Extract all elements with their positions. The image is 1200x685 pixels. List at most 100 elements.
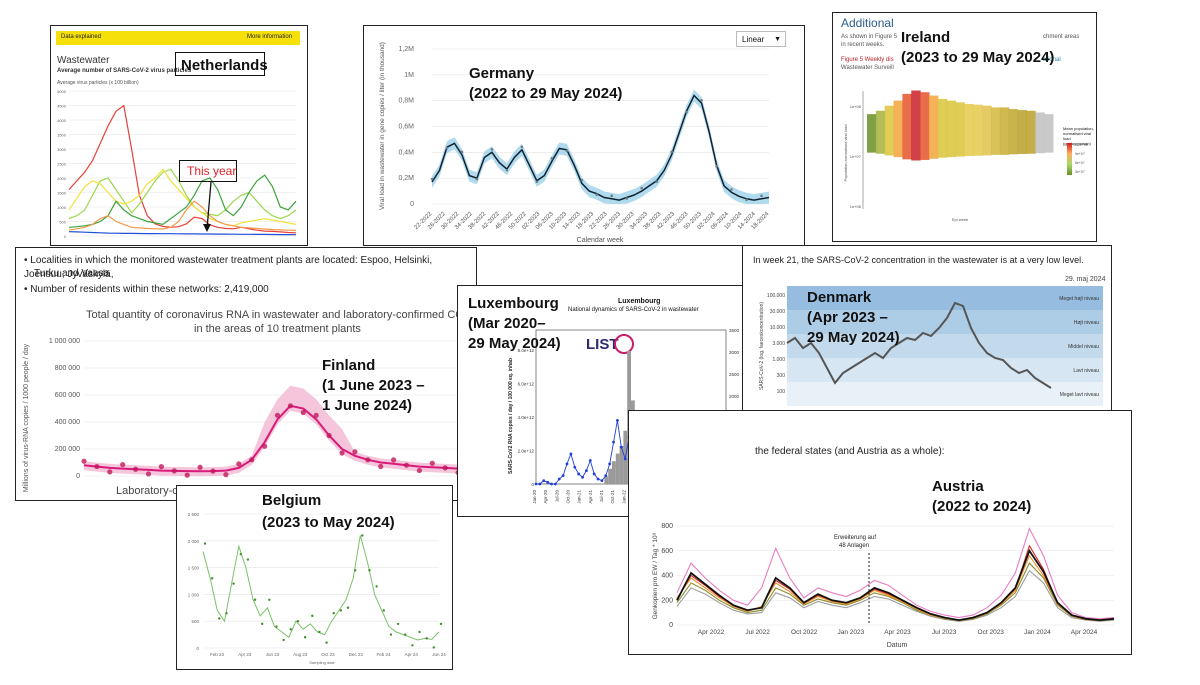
fi-data-point xyxy=(429,460,435,466)
lu-rna-point xyxy=(596,477,600,481)
be-data-point xyxy=(361,534,364,537)
netherlands-country-label: Netherlands xyxy=(181,57,268,74)
de-data-point xyxy=(475,177,479,181)
de-ylabel: Viral load in wastewater in gene copies … xyxy=(379,42,386,210)
de-data-point xyxy=(535,180,539,184)
lu-xtick: Apr-20 xyxy=(543,490,548,504)
nl-ytick: 2500 xyxy=(57,162,67,167)
belgium-panel: 0 500 1 000 1 500 2 000 2 500 Feb 23 Apr 23 Jun … xyxy=(176,485,453,670)
list-logo-icon xyxy=(614,334,634,354)
finland-label-line-2: (1 June 2023 – xyxy=(322,377,425,394)
be-data-point xyxy=(203,542,207,545)
ireland-text-right-1: chment areas xyxy=(1043,34,1080,40)
be-xtick: Feb 23 xyxy=(210,652,225,657)
austria-label-line-1: Austria xyxy=(932,478,984,495)
lu-rna-point xyxy=(550,482,553,486)
de-data-point xyxy=(655,180,658,184)
austria-annotation-2: 48 Anlagen xyxy=(839,543,870,549)
fi-data-point xyxy=(133,466,139,472)
lu-rna-point xyxy=(569,452,573,456)
ie-heat-band xyxy=(893,100,903,158)
be-ytick: 500 xyxy=(191,619,199,624)
be-data-point xyxy=(418,630,421,634)
denmark-panel: In week 21, the SARS-CoV-2 concentration… xyxy=(742,245,1112,422)
fi-data-point xyxy=(145,471,152,477)
fi-ytick: 400 000 xyxy=(55,419,80,426)
ireland-panel: Additional As shown in Figure 5 in recen… xyxy=(832,12,1097,242)
linear-dropdown-value: Linear xyxy=(742,35,765,44)
be-data-point xyxy=(246,558,250,561)
netherlands-title: Wastewater xyxy=(57,55,110,66)
fi-data-point xyxy=(236,461,242,467)
lu-xtick: Jan-21 xyxy=(577,490,582,504)
fi-data-point xyxy=(378,463,384,470)
at-ytick: 200 xyxy=(661,597,673,604)
lu-rna-point xyxy=(553,482,557,486)
de-data-point xyxy=(550,157,554,160)
be-data-point xyxy=(289,628,293,631)
ie-legend-tick: 3e+07 xyxy=(1075,170,1085,174)
at-ytick: 0 xyxy=(669,622,673,629)
fi-data-point xyxy=(107,469,113,475)
lu-xtick: Jul-20 xyxy=(554,490,559,503)
netherlands-banner-right[interactable]: More information xyxy=(247,34,293,40)
be-data-point xyxy=(432,646,436,649)
ie-heat-band xyxy=(964,104,974,156)
fi-ytick: 800 000 xyxy=(55,365,80,372)
austria-label-line-2: (2022 to 2024) xyxy=(932,498,1032,515)
finland-title-1: Total quantity of coronavirus RNA in was… xyxy=(86,309,477,321)
dk-ytick: 10.000 xyxy=(770,325,786,331)
finland-footer: Laboratory-co xyxy=(116,485,184,497)
de-data-point xyxy=(610,194,614,198)
dk-ytick: 100 xyxy=(777,389,786,395)
be-data-point xyxy=(275,625,278,628)
lu-rna-point xyxy=(557,477,561,481)
de-data-point xyxy=(715,164,718,168)
at-xtick: Apr 2024 xyxy=(1071,629,1098,636)
at-xtick: Oct 2023 xyxy=(978,629,1005,636)
ireland-text-3: Figure 5 Weekly dis xyxy=(841,57,894,63)
at-xtick: Apr 2023 xyxy=(884,629,911,636)
be-data-point xyxy=(232,582,235,585)
netherlands-panel: Data explained More information Wastewat… xyxy=(50,25,308,246)
dk-level-label: Højt niveau xyxy=(1074,320,1100,326)
ireland-text-2: in recent weeks. xyxy=(841,42,885,48)
ie-heat-band xyxy=(884,105,895,156)
lu-xtick: Oct-21 xyxy=(610,490,615,504)
de-ytick: 0 xyxy=(410,201,414,208)
fi-data-point xyxy=(403,462,410,468)
at-xlabel: Datum xyxy=(887,642,908,649)
lu-cases-bar xyxy=(619,446,624,484)
lu-cases-bar xyxy=(604,476,609,484)
dk-ytick: 1.000 xyxy=(772,357,785,363)
ie-ylabel: Population-normalised viral load xyxy=(843,125,848,182)
at-series-austria xyxy=(676,548,1115,622)
fi-ytick: 1 000 000 xyxy=(49,338,80,345)
ie-legend-tick: 6e+07 xyxy=(1075,161,1085,165)
bullet-icon: • xyxy=(24,284,31,295)
de-data-point xyxy=(685,110,688,114)
fi-confidence-band xyxy=(84,385,471,477)
de-confidence-band xyxy=(432,89,769,204)
be-data-point xyxy=(425,637,428,640)
austria-chart: 0 200 400 600 800 Apr 2022 Jul 2022 Oct 2022 Jan… xyxy=(652,523,1115,649)
be-data-point xyxy=(375,585,378,588)
luxembourg-label-line-1: Luxembourg xyxy=(468,295,559,312)
be-data-point xyxy=(239,552,242,556)
ireland-text-right-2: ational xyxy=(1043,57,1061,63)
finland-label-line-1: Finland xyxy=(322,357,376,374)
ireland-legend-bar xyxy=(1067,143,1072,175)
finland-bullet-1b: Turku and Vaasa xyxy=(34,268,110,279)
de-ytick: 0,4M xyxy=(398,149,414,156)
linear-dropdown[interactable]: Linear ▼ xyxy=(736,31,786,47)
finland-title-2: in the areas of 10 treatment plants xyxy=(194,323,361,335)
lu-ytick: 0 xyxy=(531,482,534,487)
de-data-point xyxy=(580,179,584,182)
ie-heat-band xyxy=(1044,114,1054,153)
lu-rna-point xyxy=(604,474,608,478)
nl-ytick: 0 xyxy=(64,234,67,239)
lu-xtick: Jan-22 xyxy=(621,490,626,504)
be-xtick: Apr 24 xyxy=(405,652,419,657)
nl-ytick: 3000 xyxy=(57,147,67,152)
be-data-point xyxy=(368,569,371,572)
